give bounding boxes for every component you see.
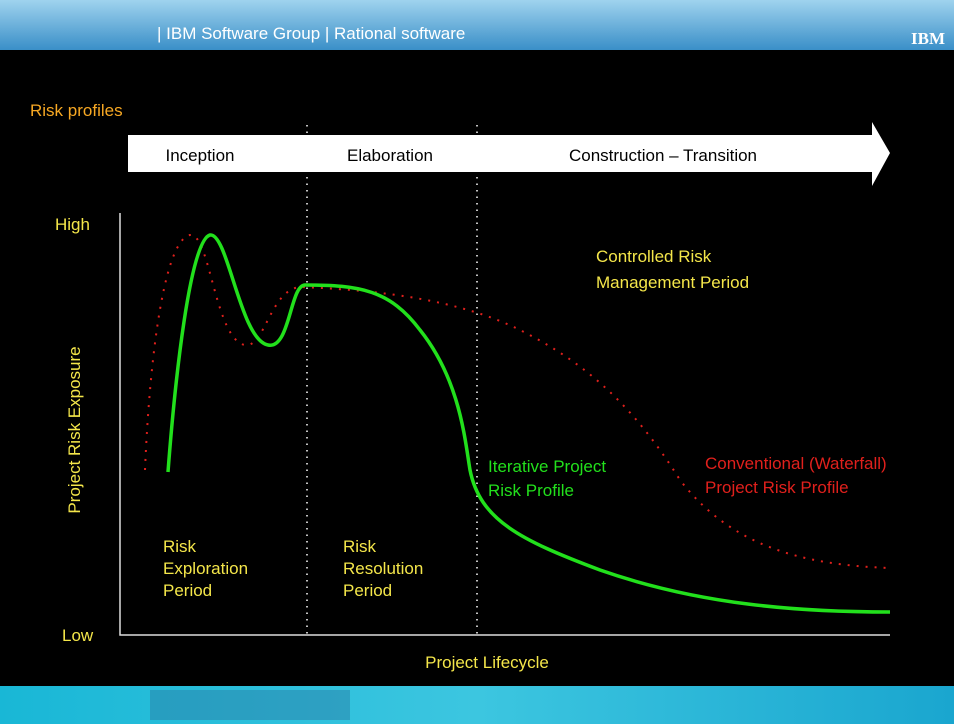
- y-high: High: [55, 215, 90, 234]
- header-text: | IBM Software Group | Rational software: [157, 24, 465, 43]
- annotation: Project Risk Profile: [705, 478, 849, 497]
- y-label: Project Risk Exposure: [65, 346, 84, 513]
- annotation: Risk: [343, 537, 377, 556]
- phase: Inception: [166, 146, 235, 165]
- footer-pattern: [150, 690, 350, 720]
- phase: Elaboration: [347, 146, 433, 165]
- phase-arrow: [128, 122, 890, 186]
- title: Risk profiles: [30, 101, 123, 120]
- annotation: Conventional (Waterfall): [705, 454, 887, 473]
- x-label: Project Lifecycle: [425, 653, 549, 672]
- waterfall-curve: [144, 234, 891, 569]
- annotation: Risk Profile: [488, 481, 574, 500]
- logo: IBM: [911, 29, 945, 48]
- footer-bar: [0, 686, 954, 724]
- axes: [119, 213, 890, 636]
- phase: Construction – Transition: [569, 146, 757, 165]
- annotation: Iterative Project: [488, 457, 606, 476]
- annotation: Resolution: [343, 559, 423, 578]
- annotation: Risk: [163, 537, 197, 556]
- iterative-curve: [166, 233, 891, 614]
- annotation: Period: [343, 581, 392, 600]
- header-bar: [0, 0, 954, 50]
- y-low: Low: [62, 626, 94, 645]
- annotation: Controlled Risk: [596, 247, 712, 266]
- annotation: Exploration: [163, 559, 248, 578]
- annotation: Period: [163, 581, 212, 600]
- annotation: Management Period: [596, 273, 749, 292]
